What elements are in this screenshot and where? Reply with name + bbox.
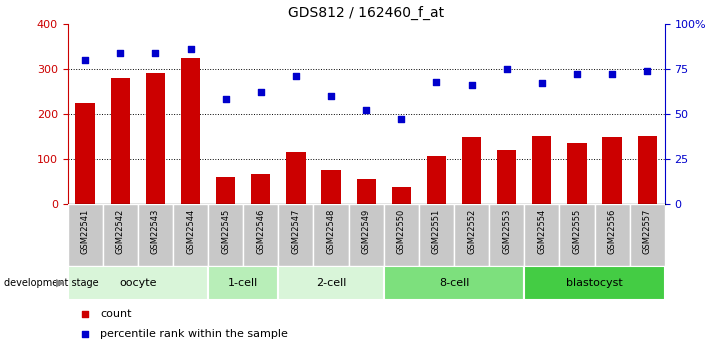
Bar xyxy=(384,204,419,266)
Bar xyxy=(287,152,306,204)
Text: 2-cell: 2-cell xyxy=(316,278,346,288)
Text: GSM22551: GSM22551 xyxy=(432,208,441,254)
Bar xyxy=(75,103,95,204)
Text: GSM22555: GSM22555 xyxy=(572,208,582,254)
Point xyxy=(360,108,372,113)
Text: GSM22552: GSM22552 xyxy=(467,208,476,254)
Text: count: count xyxy=(100,309,132,318)
Text: GSM22556: GSM22556 xyxy=(608,208,616,254)
Bar xyxy=(102,204,138,266)
Bar xyxy=(216,177,235,204)
Text: development stage: development stage xyxy=(4,278,98,288)
Bar xyxy=(532,136,552,204)
Point xyxy=(523,218,535,224)
Point xyxy=(114,50,126,56)
Bar xyxy=(489,204,524,266)
Point xyxy=(150,50,161,56)
Point xyxy=(571,72,582,77)
Bar xyxy=(427,157,446,204)
Bar xyxy=(419,204,454,266)
Point xyxy=(290,73,301,79)
Bar xyxy=(146,73,165,204)
Text: GSM22550: GSM22550 xyxy=(397,208,406,254)
Bar xyxy=(278,266,384,300)
Text: oocyte: oocyte xyxy=(119,278,156,288)
Text: GSM22547: GSM22547 xyxy=(292,208,301,254)
Bar xyxy=(68,266,208,300)
Point xyxy=(466,82,477,88)
Point xyxy=(431,79,442,84)
Bar xyxy=(181,58,201,204)
Text: GSM22553: GSM22553 xyxy=(502,208,511,254)
Point xyxy=(536,81,547,86)
Bar xyxy=(594,204,630,266)
Text: GSM22549: GSM22549 xyxy=(362,208,370,254)
Point xyxy=(641,68,653,73)
Bar xyxy=(454,204,489,266)
Point xyxy=(395,117,407,122)
Text: GSM22542: GSM22542 xyxy=(116,208,124,254)
Bar xyxy=(560,204,594,266)
Text: GSM22544: GSM22544 xyxy=(186,208,195,254)
Text: ▶: ▶ xyxy=(55,278,64,288)
Bar xyxy=(243,204,278,266)
Text: GSM22545: GSM22545 xyxy=(221,208,230,254)
Bar xyxy=(524,204,560,266)
Bar xyxy=(314,204,348,266)
Point xyxy=(255,90,267,95)
Point xyxy=(606,72,618,77)
Title: GDS812 / 162460_f_at: GDS812 / 162460_f_at xyxy=(288,6,444,20)
Bar xyxy=(567,143,587,204)
Bar xyxy=(497,150,516,204)
Text: GSM22546: GSM22546 xyxy=(256,208,265,254)
Bar xyxy=(138,204,173,266)
Text: GSM22543: GSM22543 xyxy=(151,208,160,254)
Point xyxy=(220,97,231,102)
Text: 1-cell: 1-cell xyxy=(228,278,258,288)
Bar xyxy=(630,204,665,266)
Bar xyxy=(524,266,665,300)
Bar xyxy=(602,137,621,204)
Bar xyxy=(111,78,130,204)
Bar xyxy=(348,204,384,266)
Bar xyxy=(392,187,411,204)
Bar xyxy=(462,137,481,204)
Bar xyxy=(68,204,102,266)
Text: GSM22541: GSM22541 xyxy=(80,208,90,254)
Text: 8-cell: 8-cell xyxy=(439,278,469,288)
Bar xyxy=(321,170,341,204)
Text: blastocyst: blastocyst xyxy=(566,278,623,288)
Point xyxy=(185,47,196,52)
Bar xyxy=(251,175,270,204)
Text: GSM22554: GSM22554 xyxy=(538,208,546,254)
Text: GSM22557: GSM22557 xyxy=(643,208,652,254)
Bar xyxy=(278,204,314,266)
Point xyxy=(80,57,91,63)
Bar xyxy=(384,266,524,300)
Text: GSM22548: GSM22548 xyxy=(326,208,336,254)
Bar xyxy=(173,204,208,266)
Text: percentile rank within the sample: percentile rank within the sample xyxy=(100,329,288,339)
Bar xyxy=(638,136,657,204)
Bar xyxy=(356,179,376,204)
Point xyxy=(326,93,337,99)
Point xyxy=(501,66,513,72)
Bar xyxy=(208,266,278,300)
Bar xyxy=(208,204,243,266)
Point xyxy=(523,34,535,40)
